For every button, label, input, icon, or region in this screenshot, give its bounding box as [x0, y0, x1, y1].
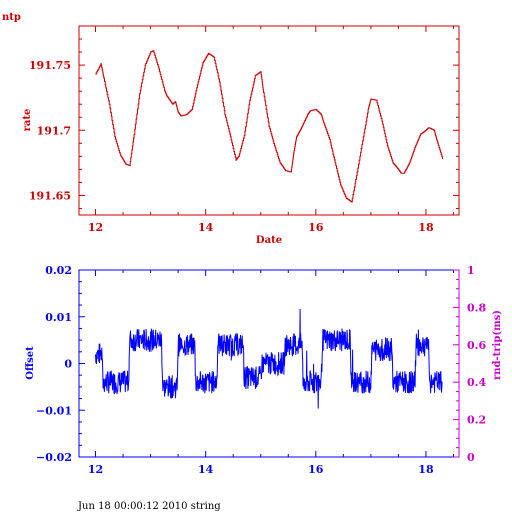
top-y-label: rate — [22, 109, 33, 132]
top-axis-ticks: 12 14 16 18 191.65 191.7 191.75 — [29, 26, 459, 234]
top-x-tick-label: 12 — [88, 221, 103, 234]
bottom-y2-tick-label: 0 — [467, 451, 475, 464]
bottom-y2-tick-label: 0.8 — [467, 301, 486, 314]
top-plot-frame — [78, 25, 460, 216]
offset-series-line — [95, 308, 443, 409]
top-x-tick-label: 16 — [308, 221, 324, 234]
bottom-x-tick-label: 16 — [308, 463, 324, 476]
bottom-y2-tick-label: 1 — [467, 264, 475, 277]
bottom-y-tick-label: −0.02 — [36, 451, 72, 464]
footer-timestamp: Jun 18 00:00:12 2010 string — [78, 501, 221, 512]
bottom-x-tick-label: 12 — [88, 463, 103, 476]
rate-series-line — [95, 50, 443, 203]
bottom-y-label: Offset — [25, 346, 36, 380]
bottom-y-tick-label: 0.01 — [45, 311, 72, 324]
bottom-x-tick-label: 18 — [418, 463, 434, 476]
bottom-y2-tick-label: 0.4 — [467, 376, 486, 389]
bottom-y-tick-label: −0.01 — [36, 404, 72, 417]
top-x-tick-label: 14 — [198, 221, 214, 234]
top-x-label: Date — [256, 235, 282, 246]
top-y-tick-label: 191.7 — [37, 124, 71, 137]
top-y-tick-label: 191.65 — [29, 189, 71, 202]
bottom-y2-tick-label: 0.2 — [467, 414, 486, 427]
bottom-y-tick-label: 0 — [64, 358, 72, 371]
top-chart-title: ntp — [2, 12, 21, 23]
top-x-tick-label: 18 — [418, 221, 434, 234]
top-series-group — [95, 50, 443, 203]
bottom-x-tick-label: 14 — [198, 463, 214, 476]
bottom-y2-label: rnd-trip(ms) — [492, 310, 503, 380]
bottom-y-tick-label: 0.02 — [45, 264, 72, 277]
bottom-series-group — [95, 308, 443, 409]
bottom-y2-tick-label: 0.6 — [467, 339, 486, 352]
bottom-axis-ticks: 12 14 16 18 −0.02 −0.01 0 0.01 0.02 0 0.2 0.4 0.6 0.8… — [36, 264, 486, 476]
top-y-tick-label: 191.75 — [29, 59, 71, 72]
